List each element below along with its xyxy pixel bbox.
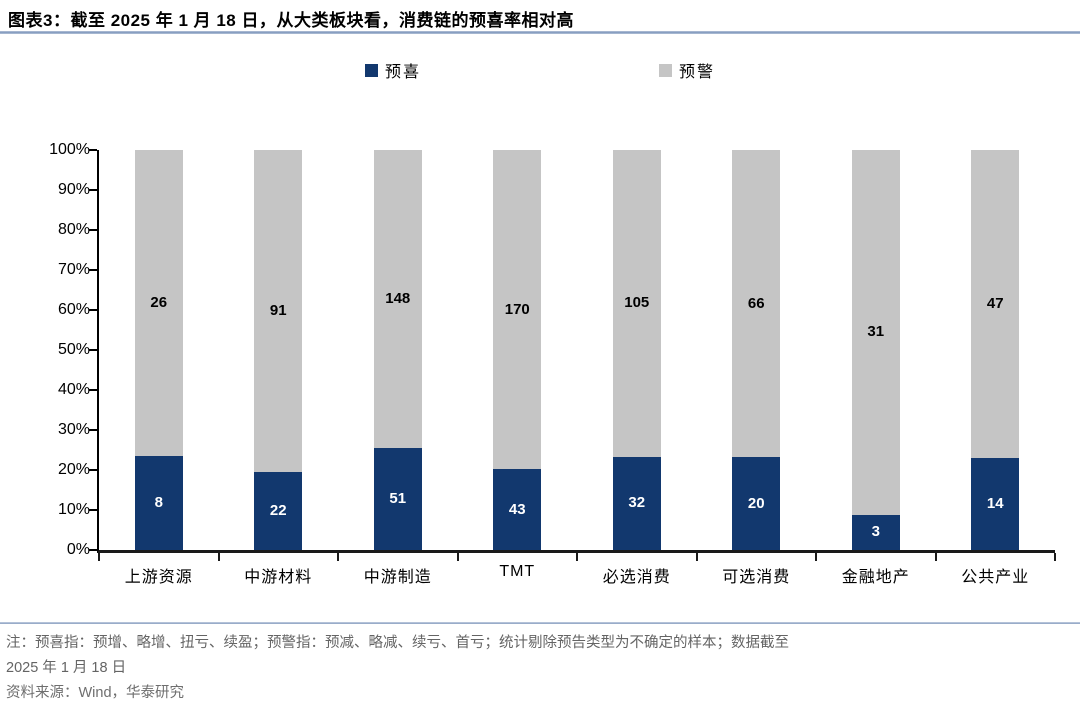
x-axis-tick [456,553,459,561]
y-axis-tick [89,429,97,431]
bar-可选消费: 20 66 可选消费 [697,150,817,586]
x-axis-tick [576,553,578,561]
bar-value-positive: 43 [508,500,526,518]
y-axis-tick [89,349,97,351]
bar-value-positive: 3 [871,523,880,541]
bar-segment-warning [493,150,542,470]
bar-金融地产: 3 31 金融地产 [816,150,936,586]
chart-title-text: 截至 2025 年 1 月 18 日，从大类板块看，消费链的预喜率相对高 [70,11,574,30]
y-axis-tick [89,229,97,231]
x-axis-tick [815,553,817,561]
bar-value-positive: 51 [389,489,407,507]
chart-title: 图表3：截至 2025 年 1 月 18 日，从大类板块看，消费链的预喜率相对高 [8,6,574,31]
footnote-source: 资料来源：Wind，华泰研究 [6,685,185,701]
bar-value-warning: 91 [269,302,287,320]
bar-上游资源: 8 26 上游资源 [99,150,219,586]
bar-公共产业: 14 47 公共产业 [936,150,1056,586]
bar-中游材料: 22 91 中游材料 [219,150,339,586]
y-tick-label: 80% [57,221,90,238]
y-tick-label: 90% [57,181,90,198]
footnote-divider [0,622,1080,624]
legend-label-positive: 预喜 [384,64,421,81]
bar-value-warning: 47 [986,295,1004,313]
y-axis-tick [89,189,97,191]
bar-value-positive: 14 [986,495,1004,513]
x-category-label: 可选消费 [722,569,791,586]
y-tick-label: 100% [49,141,90,158]
x-axis-tick [934,553,937,561]
bar-segment-warning [254,150,303,473]
y-axis-tick [89,509,97,511]
y-tick-label: 20% [57,461,90,478]
bar-value-warning: 148 [385,289,411,307]
bar-segment-positive [493,469,542,550]
footnote-note-line2: 2025 年 1 月 18 日 [6,660,127,676]
bar-segment-positive [612,456,661,550]
bar-value-warning: 31 [867,323,885,341]
bar-segment-positive [134,455,183,550]
legend-label-warning: 预警 [679,64,716,81]
bar-segment-positive [732,456,781,550]
bar-value-positive: 8 [154,493,163,511]
bar-TMT: 43 170 TMT [458,150,578,580]
y-tick-label: 0% [66,541,90,558]
x-axis-tick [337,553,339,561]
y-axis-tick [89,549,97,551]
bar-segment-positive [851,514,900,550]
x-category-label: 上游资源 [124,569,193,586]
bar-segment-warning [612,150,661,457]
bars-container: 8 26 上游资源 22 91 中游材料 51 148 中游制造 43 170 TMT 32 105 必选消… [99,150,1056,586]
bar-value-warning: 105 [624,294,650,312]
legend-swatch-warning [659,63,672,77]
bar-value-warning: 170 [504,300,530,318]
bar-value-warning: 66 [747,294,765,312]
plot-area: 8 26 上游资源 22 91 中游材料 51 148 中游制造 43 170 TMT 32 105 必选消… [89,149,1056,586]
bar-value-positive: 20 [747,494,765,512]
x-axis-tick [695,553,698,561]
y-tick-label: 70% [57,261,90,278]
bar-segment-positive [373,447,422,550]
legend-item-warning: 预警 [659,58,715,82]
bar-必选消费: 32 105 必选消费 [577,150,697,586]
bar-segment-warning [373,150,422,448]
bar-value-positive: 32 [628,494,646,512]
y-axis-tick [89,309,97,311]
x-category-label: 金融地产 [841,569,910,586]
y-tick-label: 50% [57,341,90,358]
x-category-label: TMT [499,563,536,580]
bar-value-positive: 22 [269,502,287,520]
title-divider [0,31,1080,34]
legend-swatch-positive [364,63,378,77]
bar-segment-positive [254,472,303,550]
bar-value-warning: 26 [150,293,168,311]
bar-segment-positive [971,458,1020,550]
x-axis-tick [1054,553,1056,561]
chart-title-prefix: 图表3： [8,11,71,30]
bar-segment-warning [732,150,781,457]
y-tick-label: 60% [57,301,90,318]
x-axis-tick [217,553,220,561]
x-axis-tick [98,553,100,561]
x-category-label: 中游材料 [244,569,313,586]
chart-legend: 预喜 预警 [0,58,1080,82]
x-category-label: 公共产业 [961,569,1030,586]
y-axis-tick [89,269,97,271]
x-category-label: 中游制造 [363,569,432,586]
y-axis-tick [89,389,97,391]
y-axis-tick [89,469,97,471]
bar-segment-warning [134,150,183,456]
y-tick-label: 40% [57,381,90,398]
footnote-note-line1: 注：预喜指：预增、略增、扭亏、续盈；预警指：预减、略减、续亏、首亏；统计剔除预告… [6,635,789,651]
footnote: 注：预喜指：预增、略增、扭亏、续盈；预警指：预减、略减、续亏、首亏；统计剔除预告… [6,631,1074,706]
y-tick-label: 10% [57,501,90,518]
y-axis-tick [89,149,97,151]
bar-segment-warning [851,150,900,515]
bar-segment-warning [971,150,1020,459]
legend-item-positive: 预喜 [364,58,421,82]
x-category-label: 必选消费 [602,569,671,586]
bar-中游制造: 51 148 中游制造 [338,150,458,586]
y-tick-label: 30% [57,421,90,438]
y-axis-labels: 0% 10% 20% 30% 40% 50% 60% 70% 80% 90% 100% [18,141,90,558]
